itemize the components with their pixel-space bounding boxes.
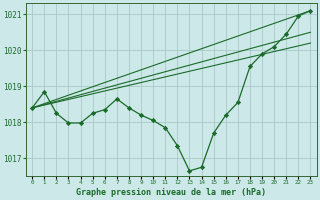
X-axis label: Graphe pression niveau de la mer (hPa): Graphe pression niveau de la mer (hPa) (76, 188, 266, 197)
